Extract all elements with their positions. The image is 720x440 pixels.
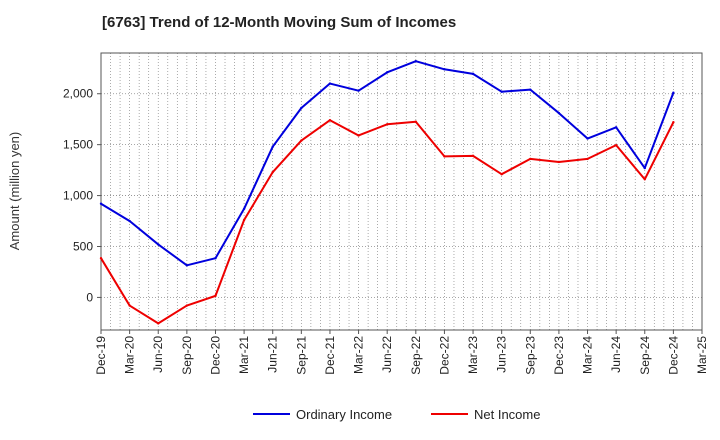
data-point-net-income — [185, 304, 189, 307]
y-axis: 0 500 1,000 1,500 2,000 — [63, 87, 101, 304]
y-tick-label: 500 — [73, 239, 93, 253]
data-point-net-income — [242, 218, 246, 222]
data-point-net-income — [414, 120, 418, 123]
x-axis: Dec-19 Mar-20 Jun-20 Sep-20 Dec-20 Mar-21 Jun-… — [94, 330, 709, 375]
x-tick-label: Dec-23 — [552, 336, 566, 375]
x-tick-label: Dec-19 — [94, 336, 108, 375]
data-point-net-income — [328, 119, 332, 122]
grid — [101, 53, 702, 330]
y-tick-label: 1,500 — [63, 138, 93, 152]
y-axis-title: Amount (million yen) — [7, 132, 22, 251]
data-point-net-income — [471, 154, 475, 158]
data-point-ordinary-income — [157, 243, 160, 246]
data-point-net-income — [128, 304, 131, 307]
series-group — [99, 59, 675, 325]
x-tick-label: Mar-21 — [237, 336, 251, 374]
data-point-ordinary-income — [586, 137, 589, 140]
x-tick-label: Mar-25 — [695, 336, 709, 374]
x-tick-label: Mar-24 — [581, 336, 595, 374]
x-tick-label: Mar-23 — [466, 336, 480, 374]
data-point-net-income — [214, 294, 217, 298]
data-point-net-income — [500, 172, 503, 176]
series-line-ordinary-income — [100, 60, 675, 267]
data-point-ordinary-income — [271, 145, 274, 148]
data-point-ordinary-income — [128, 219, 131, 223]
data-point-ordinary-income — [643, 166, 646, 170]
data-point-net-income — [529, 157, 532, 161]
x-tick-label: Sep-23 — [523, 336, 537, 375]
data-point-net-income — [443, 155, 446, 158]
plot-area — [100, 52, 703, 331]
x-tick-label: Jun-23 — [495, 336, 509, 373]
data-point-net-income — [586, 157, 589, 161]
data-point-ordinary-income — [242, 207, 246, 211]
data-point-ordinary-income — [357, 89, 360, 92]
data-point-ordinary-income — [385, 71, 389, 74]
data-point-net-income — [643, 178, 646, 181]
x-tick-label: Dec-24 — [666, 336, 680, 375]
data-point-ordinary-income — [414, 59, 418, 63]
data-point-ordinary-income — [557, 111, 561, 115]
data-point-ordinary-income — [500, 90, 503, 93]
data-point-net-income — [271, 170, 274, 174]
data-point-ordinary-income — [214, 257, 217, 260]
x-tick-label: Dec-21 — [323, 336, 337, 375]
data-point-net-income — [385, 123, 389, 126]
legend: Ordinary Income Net Income — [253, 407, 540, 422]
data-point-ordinary-income — [300, 106, 303, 110]
x-tick-label: Dec-20 — [208, 336, 222, 375]
y-tick-label: 2,000 — [63, 87, 93, 101]
data-point-ordinary-income — [185, 264, 189, 267]
data-point-net-income — [157, 322, 160, 325]
x-tick-label: Jun-20 — [151, 336, 165, 373]
x-tick-label: Sep-20 — [180, 336, 194, 375]
data-point-ordinary-income — [471, 72, 475, 76]
data-point-ordinary-income — [443, 68, 446, 71]
x-tick-label: Jun-24 — [609, 336, 623, 373]
data-point-net-income — [300, 139, 303, 142]
data-point-ordinary-income — [614, 126, 618, 129]
data-point-net-income — [614, 143, 618, 147]
chart-title: [6763] Trend of 12-Month Moving Sum of I… — [102, 14, 457, 31]
data-point-ordinary-income — [328, 82, 332, 85]
x-tick-label: Jun-21 — [266, 336, 280, 373]
data-point-net-income — [557, 160, 561, 164]
data-point-net-income — [672, 121, 675, 124]
legend-label-ordinary-income: Ordinary Income — [296, 407, 392, 422]
data-point-net-income — [357, 134, 360, 137]
x-tick-label: Sep-24 — [638, 336, 652, 375]
legend-label-net-income: Net Income — [474, 407, 540, 422]
x-tick-label: Sep-21 — [294, 336, 308, 375]
data-point-ordinary-income — [529, 88, 532, 91]
x-tick-label: Jun-22 — [380, 336, 394, 373]
y-tick-label: 0 — [86, 290, 93, 304]
data-point-net-income — [99, 257, 103, 260]
y-tick-label: 1,000 — [63, 189, 93, 203]
x-tick-label: Sep-22 — [409, 336, 423, 375]
x-tick-label: Dec-22 — [437, 336, 451, 375]
x-tick-label: Mar-20 — [123, 336, 137, 374]
data-point-ordinary-income — [672, 91, 675, 94]
data-point-ordinary-income — [99, 202, 103, 205]
x-tick-label: Mar-22 — [352, 336, 366, 374]
